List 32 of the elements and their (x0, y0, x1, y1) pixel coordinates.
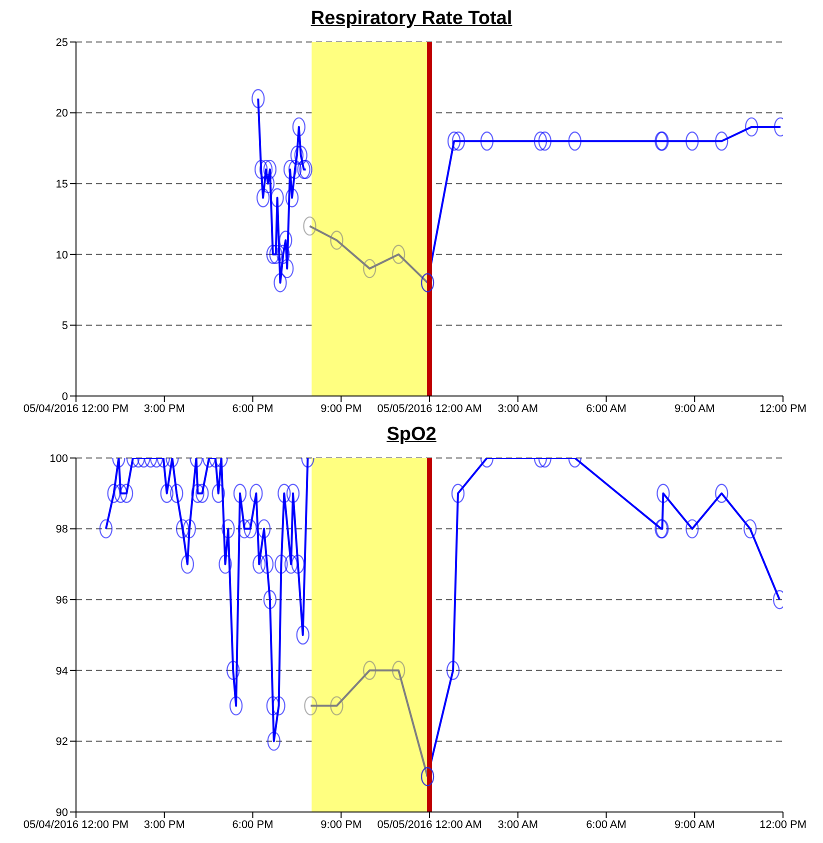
x-tick-label: 12:00 PM (759, 818, 807, 831)
y-tick-label: 96 (56, 594, 68, 607)
x-tick-label: 9:00 PM (320, 402, 362, 415)
y-tick-label: 90 (56, 806, 68, 819)
x-tick-label: 9:00 AM (674, 818, 715, 831)
x-tick-label: 05/04/2016 12:00 PM (23, 818, 129, 831)
x-tick-label: 3:00 PM (144, 818, 185, 831)
y-tick-label: 10 (56, 249, 68, 262)
x-tick-label: 05/05/2016 12:00 AM (377, 818, 482, 831)
x-tick-label: 6:00 AM (586, 402, 626, 415)
y-tick-label: 100 (50, 452, 68, 465)
y-tick-label: 92 (56, 736, 68, 748)
x-tick-label: 3:00 AM (498, 818, 538, 831)
x-tick-label: 6:00 PM (232, 818, 274, 831)
chart-title: Respiratory Rate Total (310, 8, 514, 31)
x-tick-label: 3:00 AM (498, 402, 538, 415)
x-tick-label: 05/04/2016 12:00 PM (23, 402, 129, 415)
x-tick-label: 9:00 PM (320, 818, 362, 831)
y-tick-label: 25 (56, 36, 68, 49)
y-tick-label: 98 (56, 524, 68, 536)
x-tick-label: 3:00 PM (144, 402, 185, 415)
x-tick-label: 9:00 AM (674, 402, 715, 415)
x-tick-label: 6:00 PM (232, 402, 274, 415)
x-tick-label: 05/05/2016 12:00 AM (377, 402, 482, 415)
y-tick-label: 94 (56, 665, 68, 678)
x-tick-label: 6:00 AM (586, 818, 626, 831)
x-tick-label: 12:00 PM (759, 402, 807, 415)
chart-title: SpO2 (386, 424, 438, 447)
y-tick-label: 15 (56, 178, 68, 191)
y-tick-label: 0 (62, 390, 68, 403)
y-tick-label: 20 (56, 108, 68, 120)
y-tick-label: 5 (62, 320, 68, 332)
